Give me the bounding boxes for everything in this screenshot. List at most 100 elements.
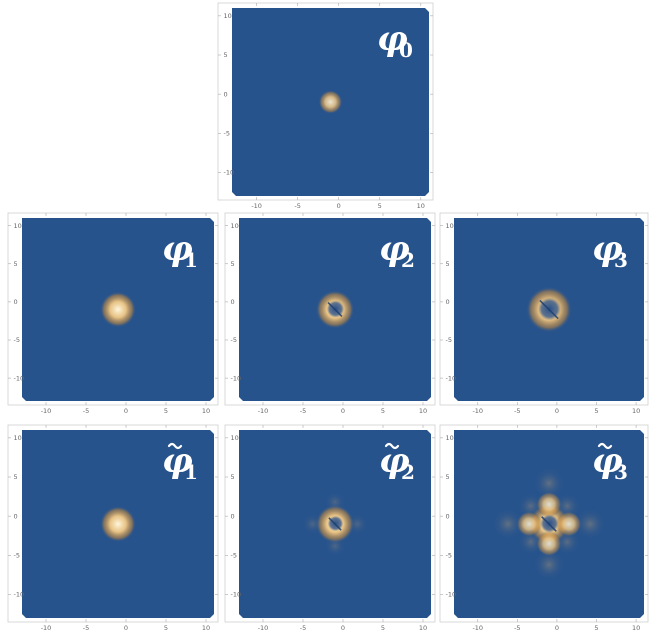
density-plot-phi-3: -10 -5 0 5 10 10 5 0 -5 -10 φ3 [439, 212, 649, 415]
y-tick-label-4: -10 [231, 374, 242, 382]
density-lobe-0 [100, 506, 136, 542]
x-tick-label-4: 10 [202, 407, 210, 415]
density-plot-phi-tilde-2: -10 -5 0 5 10 10 5 0 -5 -10 φ2 [224, 424, 436, 632]
density-lobe-faint-8 [492, 508, 524, 540]
panel-label-subscript: 3 [614, 460, 628, 484]
density-lobe-0 [100, 291, 136, 328]
y-tick-label-3: -5 [446, 552, 452, 560]
density-plot-phi-tilde-1: -10 -5 0 5 10 10 5 0 -5 -10 φ1 [7, 424, 219, 632]
x-tick-label-4: 10 [202, 624, 210, 632]
x-tick-label-0: -10 [251, 202, 262, 210]
x-tick-label-3: 5 [164, 624, 168, 632]
density-lobe-faint-5 [533, 468, 565, 499]
y-tick-label-4: -10 [446, 591, 457, 599]
x-tick-label-4: 10 [632, 624, 640, 632]
x-tick-label-2: 0 [341, 407, 345, 415]
y-tick-label-4: -10 [224, 169, 235, 177]
y-tick-label-0: 10 [446, 434, 454, 442]
panel-label-subscript: 2 [401, 248, 415, 272]
y-tick-label-1: 5 [14, 260, 18, 268]
panel-label-subscript: 1 [184, 460, 198, 484]
x-tick-label-0: -10 [258, 407, 269, 415]
density-lobe-1 [536, 491, 562, 518]
panel-label-subscript: 1 [184, 248, 198, 272]
y-tick-label-4: -10 [446, 374, 457, 382]
panel-phi-tilde-2: -10 -5 0 5 10 10 5 0 -5 -10 φ 2 [217, 424, 437, 634]
x-tick-label-3: 5 [594, 624, 598, 632]
y-tick-label-2: 0 [14, 298, 18, 306]
y-tick-label-2: 0 [446, 512, 450, 520]
y-tick-label-2: 0 [231, 298, 235, 306]
y-tick-label-1: 5 [446, 473, 450, 481]
x-tick-label-3: 5 [378, 202, 382, 210]
x-tick-label-2: 0 [124, 624, 128, 632]
panel-label-tilde [384, 442, 400, 450]
y-tick-label-2: 0 [231, 512, 235, 520]
density-nodal-line-0 [541, 516, 557, 532]
y-tick-label-0: 10 [14, 222, 22, 230]
panel-phi-2: -10 -5 0 5 10 10 5 0 -5 -10 φ 2 [217, 212, 437, 417]
y-tick-label-0: 10 [231, 222, 239, 230]
panel-label: φ2 [379, 441, 415, 484]
y-tick-label-3: -5 [446, 336, 452, 344]
y-tick-label-1: 5 [14, 473, 18, 481]
x-tick-label-3: 5 [164, 407, 168, 415]
x-tick-label-1: -5 [514, 407, 520, 415]
y-tick-label-2: 0 [14, 512, 18, 520]
y-tick-label-1: 5 [224, 51, 228, 59]
y-tick-label-0: 10 [224, 12, 232, 20]
y-tick-label-4: -10 [14, 374, 25, 382]
density-plot-phi-tilde-3: -10 -5 0 5 10 10 5 0 -5 -10 φ3 [439, 424, 649, 632]
density-lobe-faint-2 [324, 535, 346, 557]
y-tick-label-0: 10 [14, 434, 22, 442]
x-tick-label-4: 10 [632, 407, 640, 415]
panel-label-subscript: 3 [614, 248, 628, 272]
density-lobe-faint-9 [554, 493, 580, 519]
y-tick-label-3: -5 [14, 336, 20, 344]
panel-label-symbol: φ [377, 19, 408, 59]
panel-label-symbol: φ [592, 229, 623, 269]
x-tick-label-1: -5 [300, 407, 306, 415]
density-plot-phi-2: -10 -5 0 5 10 10 5 0 -5 -10 φ2 [224, 212, 436, 415]
density-lobe-faint-3 [347, 513, 368, 535]
x-tick-label-0: -10 [41, 407, 52, 415]
density-lobe-faint-6 [533, 549, 565, 580]
x-tick-label-2: 0 [124, 407, 128, 415]
x-tick-label-4: 10 [419, 407, 427, 415]
density-lobe-faint-4 [302, 513, 323, 535]
panel-phi-1: -10 -5 0 5 10 10 5 0 -5 -10 φ 1 [0, 212, 220, 417]
x-tick-label-0: -10 [258, 624, 269, 632]
density-lobe-0 [318, 90, 343, 114]
y-tick-label-4: -10 [14, 591, 25, 599]
x-tick-label-4: 10 [417, 202, 425, 210]
panel-label: φ1 [162, 229, 198, 272]
density-nodal-line-0 [327, 302, 343, 317]
panel-label-tilde [167, 442, 183, 450]
x-tick-label-1: -5 [514, 624, 520, 632]
panel-label-symbol: φ [379, 229, 410, 269]
y-tick-label-1: 5 [231, 473, 235, 481]
panel-label-subscript: 0 [399, 38, 413, 62]
x-tick-label-4: 10 [419, 624, 427, 632]
y-tick-label-4: -10 [231, 591, 242, 599]
density-nodal-line-0 [328, 517, 342, 531]
x-tick-label-0: -10 [472, 407, 483, 415]
x-tick-label-3: 5 [594, 407, 598, 415]
panel-label-symbol: φ [162, 229, 193, 269]
x-tick-label-2: 0 [341, 624, 345, 632]
y-tick-label-0: 10 [446, 222, 454, 230]
x-tick-label-3: 5 [381, 407, 385, 415]
y-tick-label-1: 5 [231, 260, 235, 268]
x-tick-label-3: 5 [381, 624, 385, 632]
panel-label: φ3 [592, 441, 628, 484]
panel-phi-3: -10 -5 0 5 10 10 5 0 -5 -10 φ 3 [432, 212, 650, 417]
panel-label: φ3 [592, 229, 628, 272]
density-lobe-faint-11 [554, 529, 580, 555]
density-lobe-2 [536, 530, 562, 557]
x-tick-label-1: -5 [83, 407, 89, 415]
density-nodal-line-0 [539, 299, 559, 320]
density-lobe-faint-12 [518, 529, 544, 555]
density-lobe-faint-7 [574, 508, 606, 540]
y-tick-label-2: 0 [224, 90, 228, 98]
